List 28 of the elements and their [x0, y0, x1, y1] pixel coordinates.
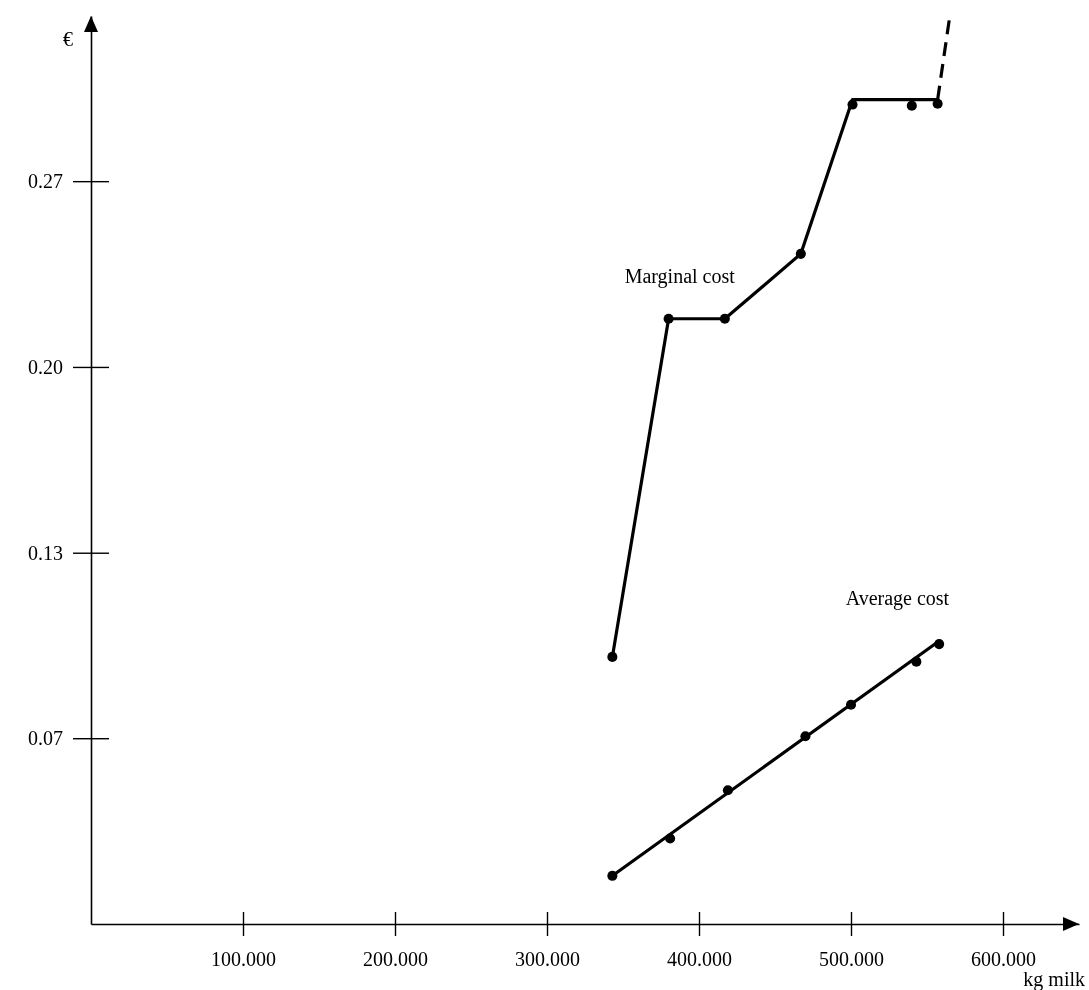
point — [607, 651, 618, 662]
point — [906, 100, 917, 111]
x-tick-label: 400.000 — [667, 948, 732, 971]
series-label: Marginal cost — [624, 264, 736, 288]
point — [800, 731, 811, 742]
point — [665, 833, 676, 844]
point — [847, 99, 858, 110]
x-tick-label: 300.000 — [515, 948, 580, 971]
y-tick-label: 0.13 — [28, 541, 63, 564]
point — [663, 313, 674, 324]
point — [719, 313, 730, 324]
point — [607, 870, 618, 881]
point — [932, 98, 943, 109]
point — [934, 639, 945, 650]
point — [845, 699, 857, 710]
y-tick-label: 0.20 — [28, 355, 63, 378]
y-tick-label: 0.27 — [28, 170, 63, 193]
point — [911, 656, 922, 667]
x-tick-label: 100.000 — [211, 948, 276, 971]
y-tick-label: 0.07 — [28, 727, 63, 750]
point — [722, 785, 733, 796]
x-tick-label: 500.000 — [819, 948, 884, 971]
point — [795, 248, 806, 259]
x-axis-title: kg milk — [1023, 968, 1085, 990]
x-tick-label: 200.000 — [363, 948, 428, 971]
series-label: Average cost — [845, 587, 950, 611]
x-tick-label: 600.000 — [971, 948, 1036, 971]
y-axis-title: € — [63, 28, 73, 50]
